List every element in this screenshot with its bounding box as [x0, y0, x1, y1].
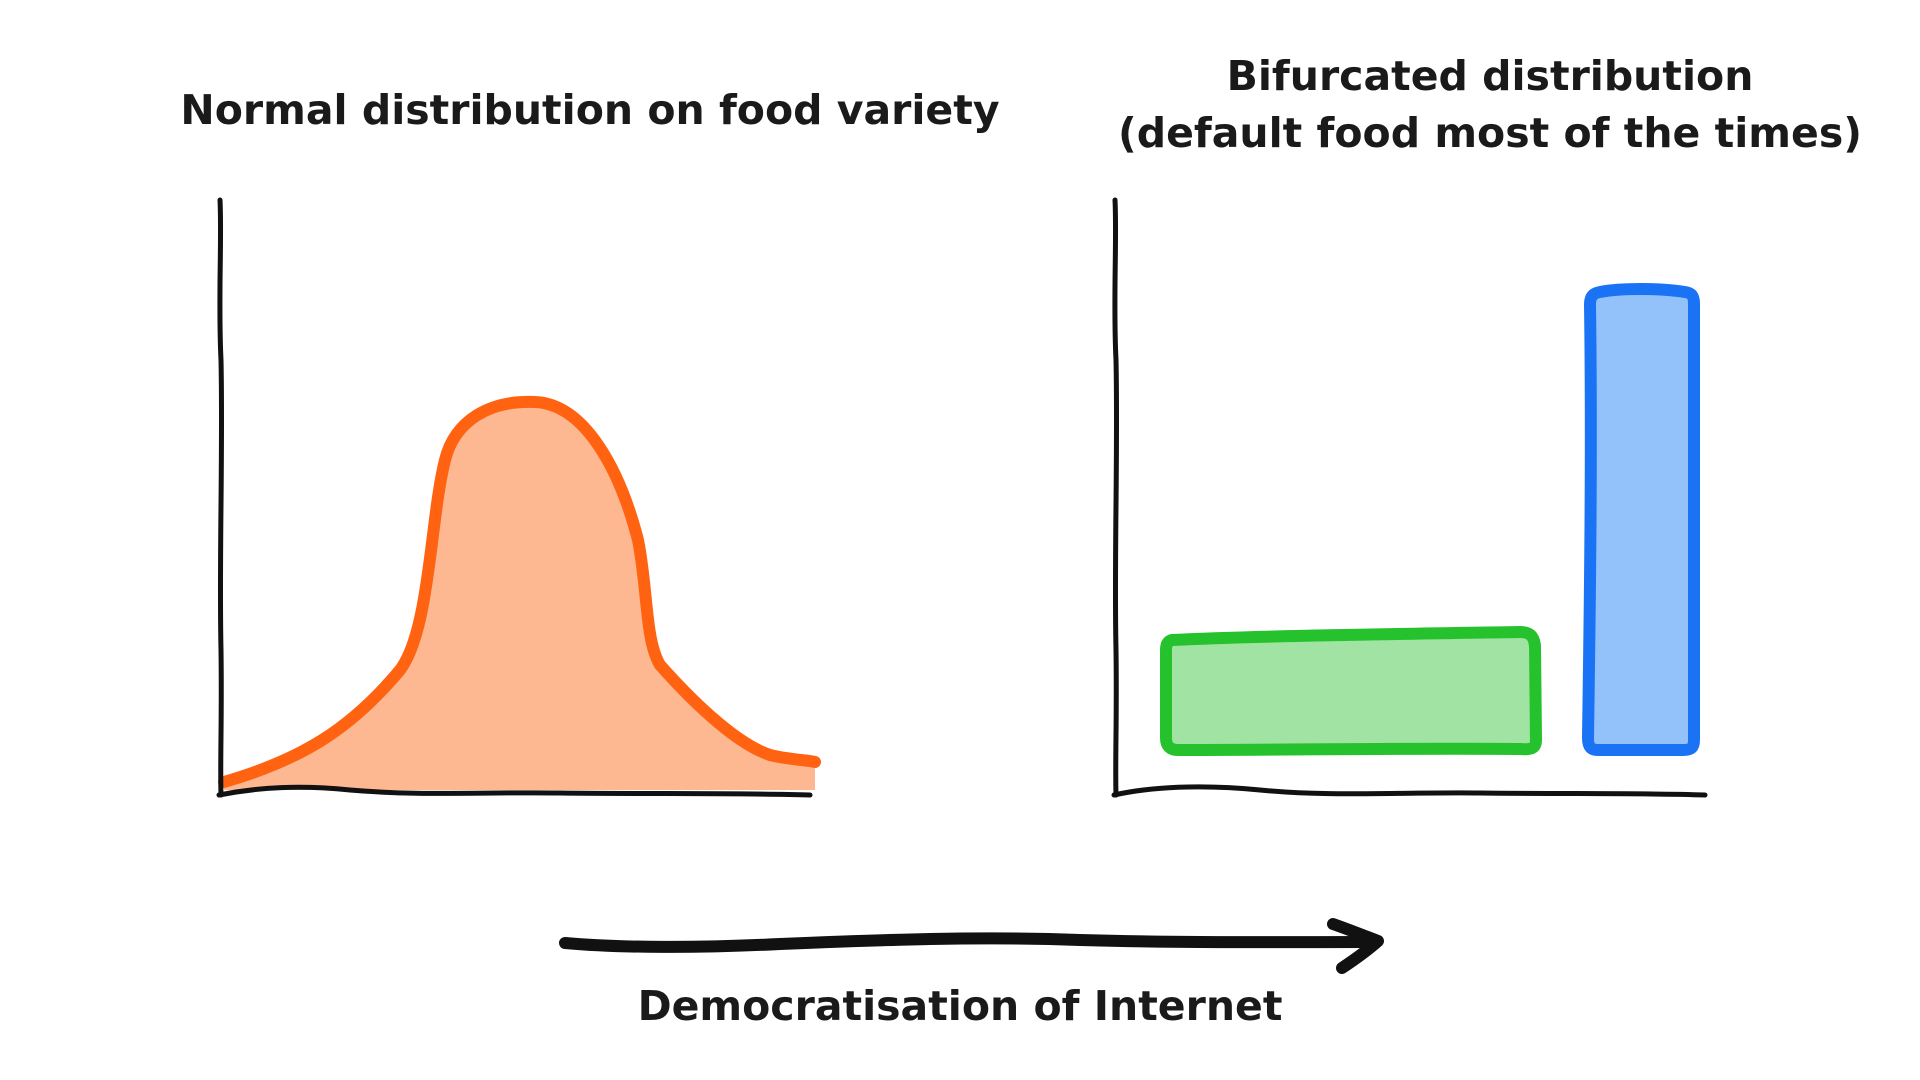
left-y-axis: [217, 197, 225, 798]
right-chart: [1111, 197, 1708, 798]
left-chart-title: Normal distribution on food variety: [180, 86, 1000, 134]
left-chart: [216, 197, 821, 798]
left-x-axis: [216, 784, 813, 798]
bell-curve-line: [218, 395, 821, 788]
bar-variety: [1160, 626, 1542, 756]
arrow-label: Democratisation of Internet: [637, 982, 1283, 1030]
arrow-head: [1327, 918, 1384, 974]
right-x-axis: [1111, 784, 1708, 798]
right-chart-title-line2: (default food most of the times): [1118, 109, 1862, 158]
right-y-axis: [1112, 197, 1120, 798]
arrow-shaft: [559, 932, 1382, 953]
bar-default-food: [1582, 283, 1700, 756]
bell-curve-fill: [224, 401, 815, 790]
right-chart-title-line1: Bifurcated distribution: [1226, 52, 1754, 100]
progress-arrow: [559, 918, 1384, 974]
right-chart-title: Bifurcated distribution (default food mo…: [1090, 48, 1890, 163]
